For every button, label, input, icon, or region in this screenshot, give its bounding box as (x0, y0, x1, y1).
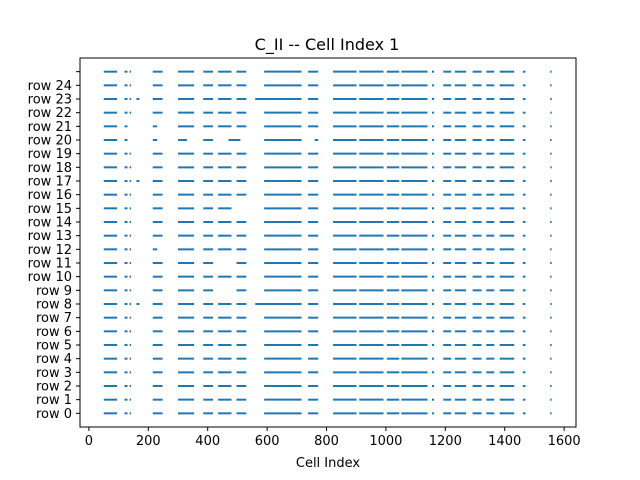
x-tick-label: 600 (255, 434, 280, 449)
y-tick-label: row 3 (36, 366, 72, 381)
y-tick-label: row 9 (36, 284, 72, 299)
y-tick-label: row 23 (28, 93, 72, 108)
y-tick-label: row 19 (28, 147, 72, 162)
x-tick-label: 1600 (548, 434, 581, 449)
y-tick-label: row 0 (36, 407, 72, 422)
x-tick-label: 200 (136, 434, 161, 449)
y-tick-label: row 6 (36, 325, 72, 340)
y-tick-label: row 7 (36, 311, 72, 326)
y-tick-label: row 10 (28, 270, 72, 285)
y-tick-label: row 20 (28, 134, 72, 149)
event-segments-layer (103, 70, 552, 415)
y-tick-label: row 5 (36, 339, 72, 354)
x-tick-label: 800 (314, 434, 339, 449)
y-tick-label: row 11 (28, 257, 72, 272)
y-tick-label: row 22 (28, 106, 72, 121)
y-tick-label: row 4 (36, 352, 72, 367)
y-tick-label: row 2 (36, 380, 72, 395)
x-tick-label: 1400 (488, 434, 521, 449)
x-tick-label: 1200 (429, 434, 462, 449)
y-tick-label: row 21 (28, 120, 72, 135)
y-tick-label: row 15 (28, 202, 72, 217)
x-tick-label: 400 (195, 434, 220, 449)
y-tick-label: row 1 (36, 393, 72, 408)
y-tick-label: row 14 (28, 216, 72, 231)
y-tick-label: row 12 (28, 243, 72, 258)
y-tick-label: row 24 (28, 79, 72, 94)
y-tick-label: row 16 (28, 188, 72, 203)
plot-frame (79, 57, 577, 428)
chart-title: C_II -- Cell Index 1 (255, 35, 400, 55)
y-tick-label: row 17 (28, 175, 72, 190)
x-axis-label: Cell Index (296, 456, 361, 471)
y-tick-label: row 8 (36, 298, 72, 313)
x-tick-label: 1000 (369, 434, 402, 449)
x-axis-ticks: 0 200 400 600 800 1000 1200 1400 1600 (85, 427, 581, 449)
y-tick-label: row 18 (28, 161, 72, 176)
x-tick-label: 0 (85, 434, 93, 449)
y-tick-label: row 13 (28, 229, 72, 244)
